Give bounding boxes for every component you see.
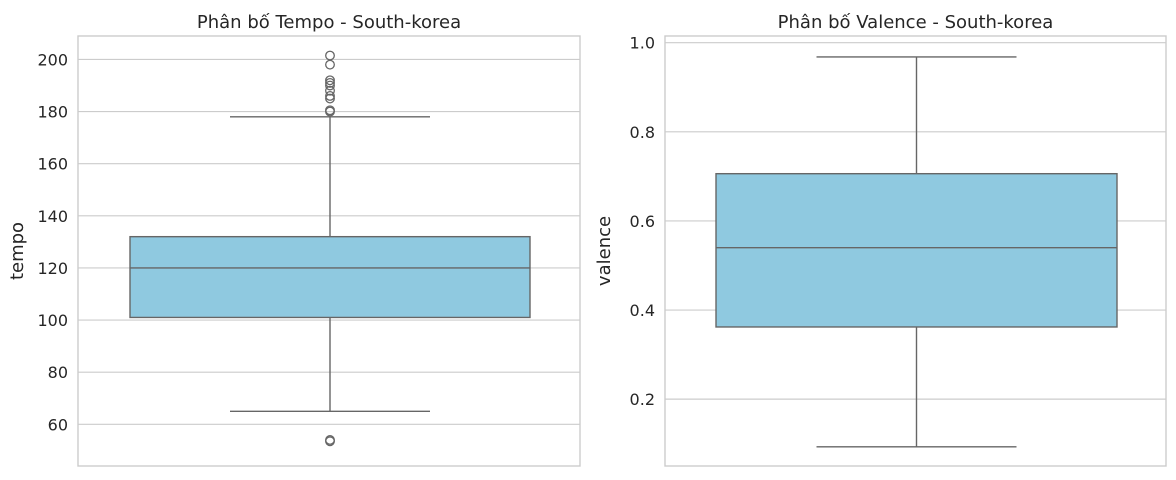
y-tick-label: 200 [37,50,68,69]
y-tick-label: 120 [37,259,68,278]
y-tick-label: 140 [37,207,68,226]
outlier-point [325,90,335,101]
y-tick-label: 180 [37,103,68,122]
y-tick-label: 60 [48,415,68,434]
iqr-box [129,235,531,319]
plot-frame [664,35,1167,467]
outlier-point [325,85,335,96]
outlier-point [325,59,335,70]
plot-frame [77,35,581,467]
chart-panel-2: 0.2 0.4 0.6 0.8 1.0 Phân bố Valence - South-k… [594,12,1167,467]
y-tick-label: 0.8 [630,123,655,142]
y-axis-label: tempo [7,222,28,280]
outlier-point [325,77,335,88]
outlier-point [325,105,335,116]
y-tick-label: 160 [37,155,68,174]
y-tick-label: 0.6 [630,212,655,231]
y-tick-label: 1.0 [630,34,655,53]
y-axis-label: valence [594,216,615,286]
y-tick-label: 0.4 [630,301,655,320]
outlier-point [325,50,335,61]
outlier-point [325,434,335,445]
outlier-point [325,93,335,104]
y-tick-label: 0.2 [630,390,655,409]
y-tick-label: 80 [48,363,68,382]
y-tick-label: 100 [37,311,68,330]
chart-title: Phân bố Tempo - South-korea [197,12,461,33]
outlier-point [325,80,335,91]
chart-title: Phân bố Valence - South-korea [778,12,1054,33]
outlier-point [325,75,335,86]
iqr-box [715,172,1118,328]
chart-panel-1: 60 80 100 120 140 160 180 200 Phân bố Tempo - So… [7,12,581,467]
